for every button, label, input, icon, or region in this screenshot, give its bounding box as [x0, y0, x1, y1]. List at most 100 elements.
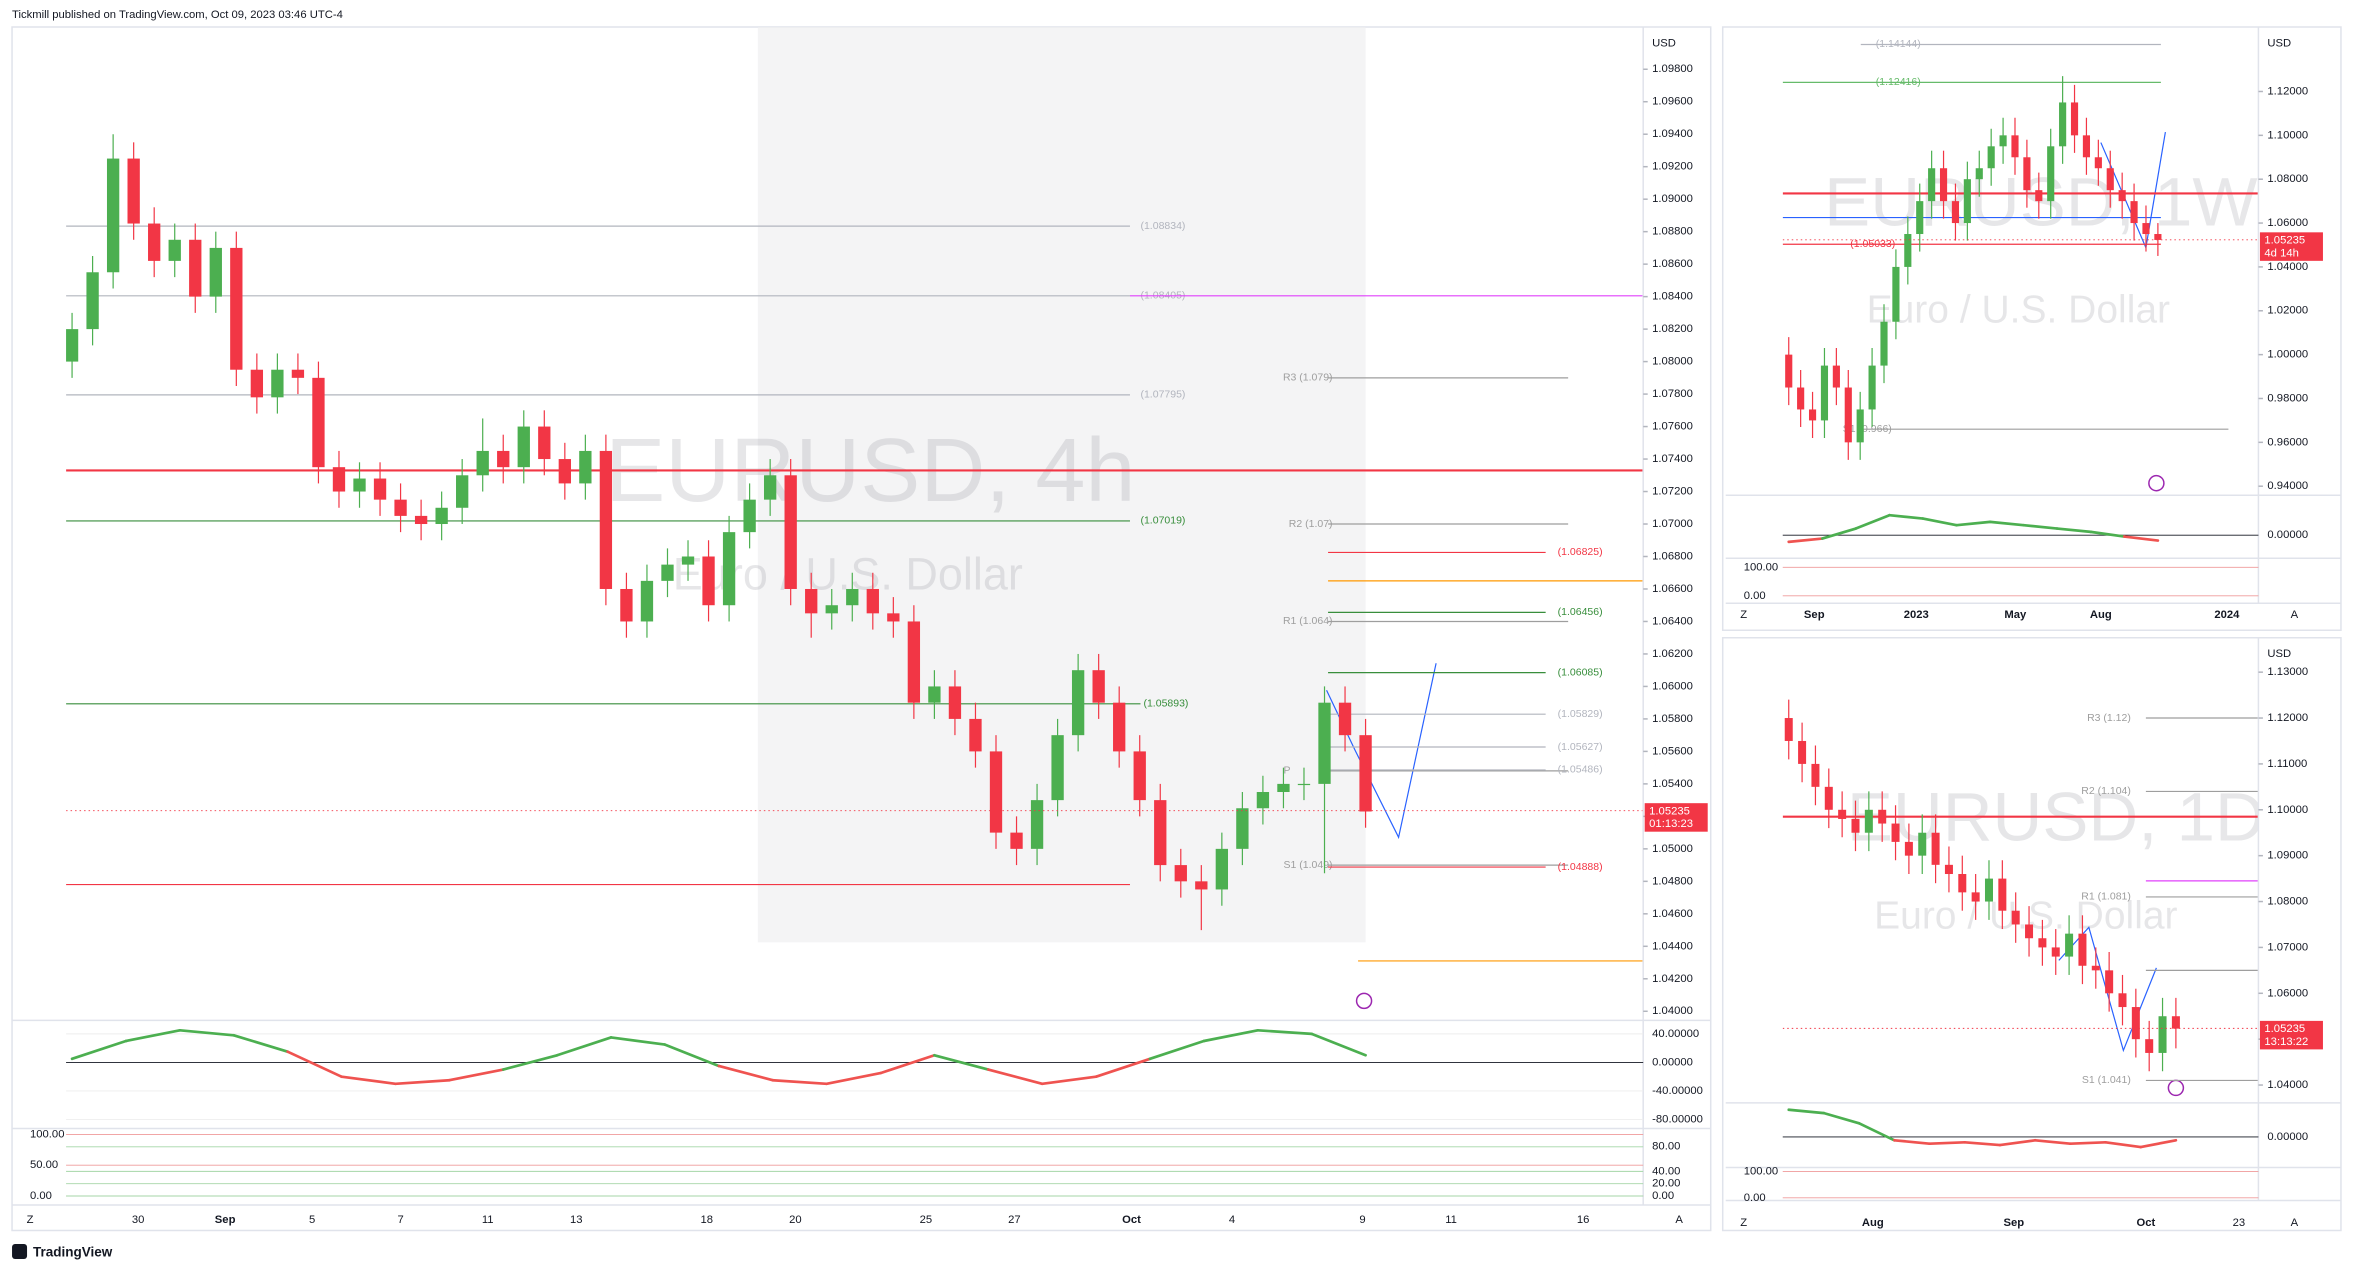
y-tick-label: 1.08000 [2267, 173, 2308, 185]
button[interactable]: A [2291, 1217, 2299, 1229]
y-tick-label: 1.09000 [1652, 193, 1693, 205]
y-tick-label: 1.07400 [1652, 453, 1693, 465]
osc-line [1787, 1108, 1826, 1115]
osc-line [1928, 1140, 1967, 1146]
candle-body [209, 247, 222, 297]
candle-body [2047, 146, 2055, 202]
osc-line [555, 1036, 613, 1057]
candle-body [2078, 933, 2087, 966]
y-tick-label: 1.08000 [2267, 896, 2308, 908]
y-tick-label: 1.06000 [1652, 680, 1693, 692]
candle-body [497, 450, 510, 468]
candle-body [1820, 365, 1829, 421]
candle-body [312, 377, 325, 468]
candle-body [640, 580, 654, 622]
stoch-right-label: 20.00 [1652, 1178, 1680, 1190]
level-label: R3 (1.079) [1283, 372, 1333, 384]
y-tick-label: 1.09400 [1652, 128, 1693, 140]
candle-body [2171, 1016, 2180, 1029]
candle-body [456, 475, 469, 508]
candle-body [2059, 102, 2067, 147]
stoch-left-label: 100.00 [1744, 561, 1778, 573]
candle-body [1784, 718, 1793, 741]
candle-body [291, 369, 305, 378]
time-label: Oct [1122, 1214, 1141, 1226]
header: Tickmill published on TradingView.com, O… [12, 9, 343, 21]
osc-line [394, 1078, 451, 1086]
button[interactable]: Z [1740, 609, 1747, 621]
time-label: Sep [1804, 609, 1825, 621]
candle-body [2011, 910, 2020, 925]
y-tick-label: 1.04000 [1652, 1005, 1693, 1017]
time-label: Aug [2090, 609, 2112, 621]
y-tick-label: 1.06000 [2267, 217, 2308, 229]
button[interactable]: A [2291, 609, 2299, 621]
level-label: (1.06456) [1558, 606, 1603, 618]
candle-body [2142, 223, 2150, 235]
osc-line [1998, 1138, 2037, 1147]
candle-body [907, 621, 921, 703]
candle-body [846, 588, 859, 606]
y-tick-label: 1.08600 [1652, 258, 1693, 270]
candle-body [1987, 146, 1995, 169]
osc-tick-label: -80.00000 [1652, 1113, 1703, 1125]
osc-line [771, 1078, 828, 1086]
button[interactable]: A [1675, 1214, 1683, 1226]
candle-body [1844, 387, 1852, 443]
y-tick-label: 1.10000 [2267, 129, 2308, 141]
osc-line [1988, 520, 2026, 527]
osc-tick-label: -40.00000 [1652, 1085, 1703, 1097]
y-tick-label: 1.13000 [2267, 666, 2308, 678]
button[interactable]: Z [27, 1214, 34, 1226]
candle-body [1359, 735, 1372, 812]
candle-body [189, 239, 202, 297]
osc-tick-label: 0.00000 [2267, 529, 2308, 541]
level-label: (1.08834) [1140, 220, 1185, 232]
candle-body [2035, 190, 2043, 202]
osc-line [933, 1053, 990, 1071]
candle-body [1010, 832, 1023, 849]
candle-body [1338, 702, 1352, 736]
time-label: 18 [701, 1214, 714, 1226]
daily-panel [1721, 637, 2342, 1232]
candle-body [2011, 135, 2019, 158]
level-label: (1.05829) [1558, 708, 1603, 720]
candle-body [928, 686, 941, 703]
candle-body [86, 272, 99, 330]
y-tick-label: 1.07800 [1652, 388, 1693, 400]
level-label: (1.04888) [1558, 861, 1603, 873]
candle-body [1092, 670, 1105, 703]
y-tick-label: 1.06400 [1652, 615, 1693, 627]
osc-line [879, 1053, 936, 1075]
y-tick-label: 1.09000 [2267, 850, 2308, 862]
level-label: S1 (1.041) [2082, 1074, 2131, 1086]
candle-body [1133, 751, 1146, 801]
candle-body [1998, 878, 2007, 911]
button[interactable]: Z [1740, 1217, 1747, 1229]
osc-line [2068, 1140, 2107, 1146]
footer: TradingView [33, 1245, 113, 1260]
candle-body [332, 467, 346, 492]
y-tick-label: 1.06000 [2267, 987, 2308, 999]
candle-body [887, 613, 900, 622]
y-tick-label: 1.06200 [1652, 648, 1693, 660]
y-tick-label: 1.05800 [1652, 713, 1693, 725]
stoch-left-label: 0.00 [30, 1190, 52, 1202]
watermark-symbol: EURUSD, 1W [1824, 163, 2257, 240]
weekly-panel [1721, 26, 2342, 631]
countdown: 13:13:22 [2264, 1036, 2308, 1048]
candle-body [394, 499, 407, 516]
candle-body [2145, 1039, 2154, 1053]
candle-body [2091, 965, 2100, 971]
currency: USD [2267, 648, 2291, 660]
osc-line [609, 1036, 667, 1046]
time-label: 23 [2233, 1217, 2246, 1229]
candle-body [1071, 670, 1085, 736]
candle-body [1824, 786, 1833, 810]
candle-body [1892, 266, 1900, 322]
candle-body [2158, 1016, 2167, 1053]
level-label: R2 (1.07) [1289, 518, 1333, 530]
candle-body [1051, 735, 1064, 801]
